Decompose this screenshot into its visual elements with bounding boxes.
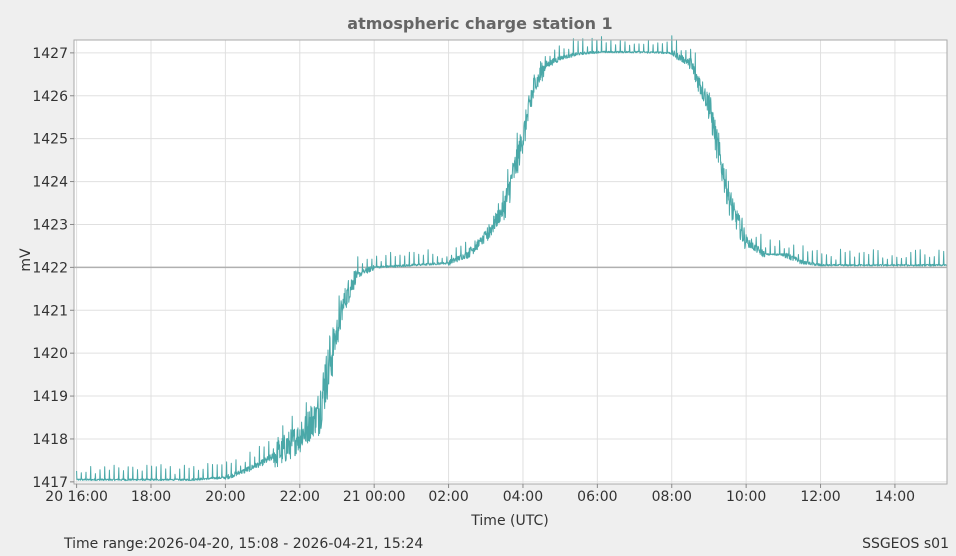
y-tick-label: 1426: [32, 89, 68, 105]
x-tick-label: 12:00: [800, 489, 840, 505]
y-tick-label: 1427: [32, 46, 68, 62]
y-tick-label: 1417: [32, 475, 68, 491]
station-id-text: SSGEOS s01: [862, 536, 949, 552]
x-tick-label: 10:00: [726, 489, 766, 505]
x-tick-label: 20 16:00: [45, 489, 108, 505]
y-tick-label: 1424: [32, 175, 68, 191]
y-axis-ticks: 1417 1418 1419 1420 1421 1422 1423 1424 1425 1426…: [32, 46, 74, 491]
x-axis-ticks: 20 16:00 18:00 20:00 22:00 21 00:00 02:00 04:0…: [45, 484, 915, 505]
plot-frame: [73, 39, 948, 485]
x-tick-label: 08:00: [652, 489, 692, 505]
x-tick-label: 02:00: [428, 489, 468, 505]
y-tick-label: 1418: [32, 432, 68, 448]
x-tick-label: 21 00:00: [343, 489, 406, 505]
chart-title: atmospheric charge station 1: [347, 14, 612, 33]
y-tick-label: 1419: [32, 389, 68, 405]
series-group: [76, 35, 948, 482]
grid: [74, 40, 947, 484]
x-tick-label: 14:00: [875, 489, 915, 505]
x-tick-label: 20:00: [205, 489, 245, 505]
time-range-text: Time range:2026-04-20, 15:08 - 2026-04-2…: [63, 536, 423, 552]
x-axis-label: Time (UTC): [470, 513, 548, 529]
y-tick-label: 1425: [32, 132, 68, 148]
y-tick-label: 1421: [32, 303, 68, 319]
y-tick-label: 1422: [32, 260, 68, 276]
x-tick-label: 06:00: [577, 489, 617, 505]
y-tick-label: 1420: [32, 346, 68, 362]
x-tick-label: 04:00: [503, 489, 543, 505]
y-axis-label: mV: [18, 248, 34, 272]
x-tick-label: 18:00: [131, 489, 171, 505]
y-tick-label: 1423: [32, 217, 68, 233]
plot-area: [74, 40, 947, 484]
series-line: [76, 35, 948, 482]
x-tick-label: 22:00: [280, 489, 320, 505]
